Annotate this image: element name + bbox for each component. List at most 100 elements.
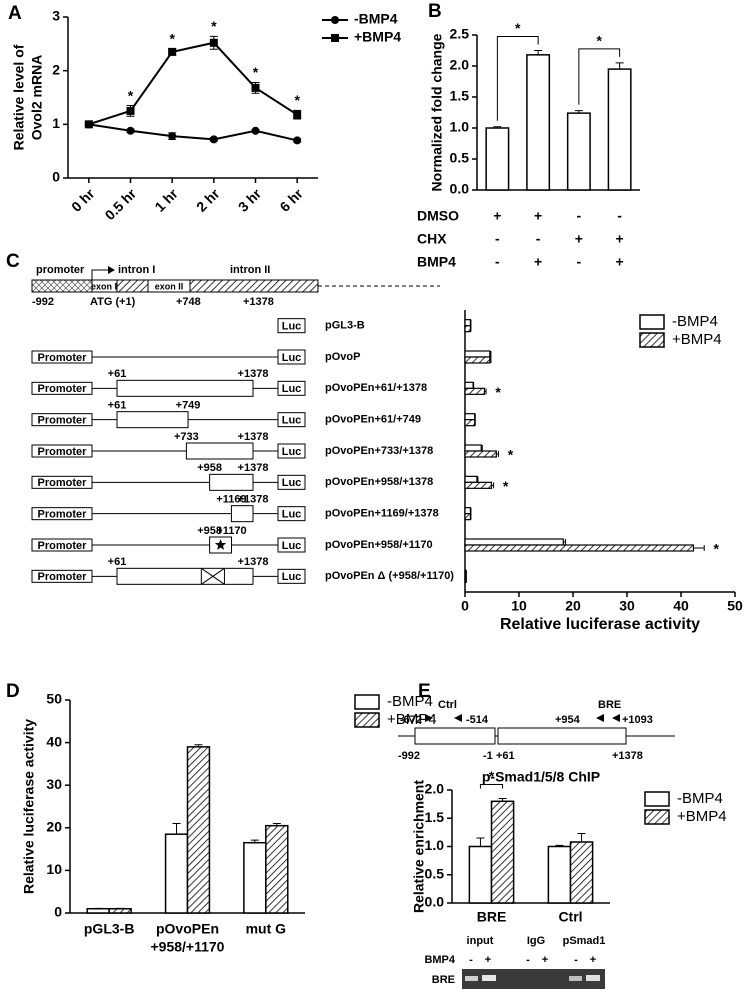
insert-end: +1378 (238, 368, 269, 380)
significance-bracket (479, 783, 504, 789)
data-point (126, 126, 135, 135)
insert-end: +749 (176, 400, 201, 412)
bar (485, 127, 510, 191)
series-line (88, 123, 298, 142)
x-tick-label: 0 (461, 598, 469, 614)
significance-label: * (508, 447, 514, 463)
bar (566, 112, 591, 191)
promoter-box (31, 350, 93, 364)
promoter-label: Promoter (38, 571, 88, 583)
x-tick-label: 1 hr (151, 185, 181, 215)
x-tick-label: 10 (511, 598, 527, 614)
error-bar (470, 507, 472, 514)
insert-end: +1378 (238, 556, 269, 568)
significance-label: * (169, 30, 175, 46)
insert-box (116, 567, 254, 585)
chip-position: -672 (400, 714, 422, 726)
bar (464, 481, 493, 489)
error-bar (493, 126, 502, 128)
error-bar (574, 110, 583, 114)
reporter-box (277, 537, 306, 553)
y-tick-label: 0.0 (425, 894, 445, 910)
gel-treatment: - (526, 954, 530, 966)
significance-label: * (713, 541, 719, 557)
data-point (251, 126, 260, 135)
chip-position: -1 (483, 750, 493, 762)
gene-position: ATG (+1) (90, 296, 136, 308)
reporter-label: Luc (282, 477, 302, 489)
bar (464, 356, 491, 364)
chip-position: +1093 (622, 714, 653, 726)
y-tick-label: 2 (52, 61, 60, 77)
insert-box (185, 442, 254, 460)
error-bar (484, 388, 487, 395)
y-tick-label: 0.0 (450, 181, 470, 197)
y-tick-label: 1 (52, 115, 60, 131)
insert-box (230, 505, 254, 523)
bar (468, 845, 493, 904)
reporter-box (277, 506, 306, 522)
chip-position: +954 (555, 714, 581, 726)
data-point (168, 132, 177, 141)
y-tick-label: 1.0 (425, 837, 445, 853)
bar (464, 387, 486, 395)
chip-position: -514 (466, 714, 489, 726)
gene-label: intron I (118, 264, 155, 276)
bar (464, 513, 472, 521)
bar (464, 538, 564, 546)
error-bar (534, 50, 543, 55)
reporter-box (277, 443, 306, 459)
reporter-label: Luc (282, 321, 302, 333)
treatment-name: BMP4 (417, 254, 456, 270)
y-tick-label: 3 (52, 8, 60, 24)
error-bar (476, 837, 485, 847)
treatment-mark: - (617, 208, 622, 224)
gel-treatment: + (590, 954, 596, 966)
bar (464, 507, 472, 515)
gel-lane: input (467, 935, 494, 947)
data-point (209, 135, 218, 144)
bar (108, 907, 132, 914)
error-bar (563, 539, 566, 545)
error-bar (491, 482, 495, 489)
x-tick-label: 3 hr (235, 185, 265, 215)
x-tick-label: 0 hr (68, 185, 98, 215)
error-bar (474, 413, 476, 420)
bar (464, 413, 476, 421)
legend-label: -BMP4 (387, 693, 433, 710)
reporter-label: Luc (282, 509, 302, 521)
legend-label: +BMP4 (677, 808, 727, 825)
x-axis-label: Relative luciferase activity (500, 616, 700, 633)
legend-swatch (354, 694, 380, 710)
legend-label: -BMP4 (354, 11, 398, 27)
promoter-box (31, 444, 93, 458)
x-tick-label: pGL3-B (84, 921, 135, 937)
data-point (251, 83, 260, 92)
reporter-label: Luc (282, 415, 302, 427)
error-bar (489, 351, 492, 357)
construct-name: pOvoPEn+958/+1378 (325, 476, 433, 488)
promoter-label: Promoter (38, 446, 88, 458)
y-tick-label: 1.0 (450, 119, 470, 135)
error-bar (693, 545, 705, 551)
construct-name: pOvoPEn Δ (+958/+1170) (325, 570, 454, 582)
insert-box (116, 379, 254, 397)
promoter-label: Promoter (38, 540, 88, 552)
y-tick-label: 30 (46, 776, 62, 792)
deletion-mark (200, 567, 225, 585)
data-point (293, 110, 302, 119)
insert-start: +733 (174, 431, 199, 443)
x-tick-label: 6 hr (276, 185, 306, 215)
significance-label: * (503, 478, 509, 494)
gel: input IgG pSmad1 BMP4 - + - + - + BRE (424, 935, 605, 989)
significance-label: * (489, 768, 495, 784)
insert-start: +958 (197, 525, 222, 537)
legend-swatch (644, 791, 670, 807)
bar (526, 54, 551, 191)
promoter-label: Promoter (38, 383, 88, 395)
x-tick-label: 2 hr (193, 185, 223, 215)
error-bar (555, 844, 564, 847)
panel-label: D (6, 681, 20, 702)
gel-treatment: - (469, 954, 473, 966)
reporter-box (277, 474, 306, 490)
